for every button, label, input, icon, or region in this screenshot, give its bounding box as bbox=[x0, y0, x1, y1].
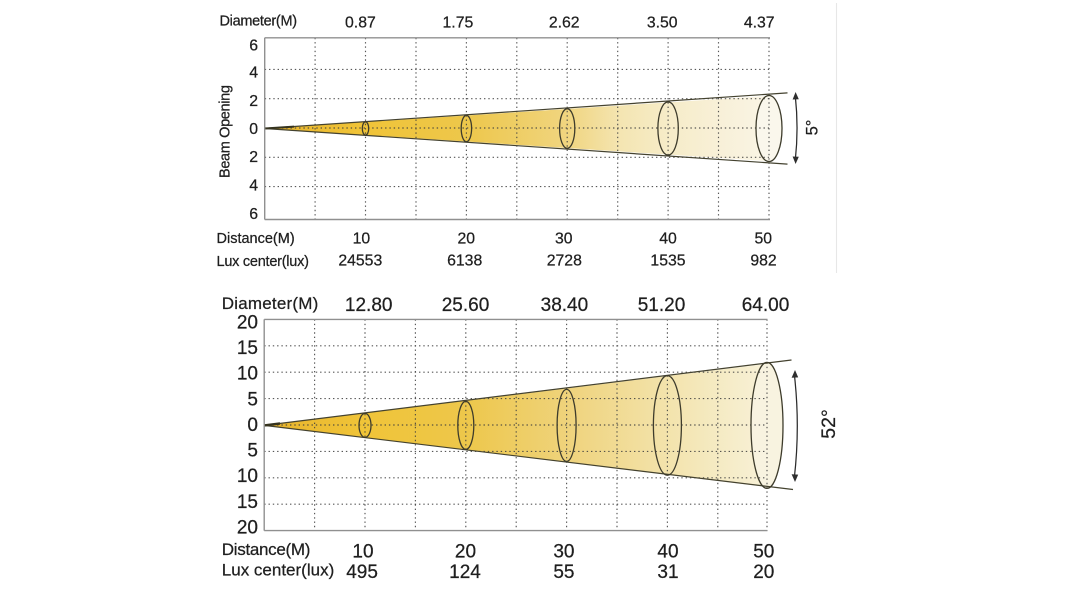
svg-text:55: 55 bbox=[553, 562, 574, 583]
svg-text:Lux center(lux): Lux center(lux) bbox=[217, 254, 309, 270]
svg-text:1.75: 1.75 bbox=[443, 15, 474, 32]
svg-text:31: 31 bbox=[657, 562, 678, 583]
svg-text:5°: 5° bbox=[804, 120, 822, 136]
svg-text:25.60: 25.60 bbox=[442, 295, 490, 316]
svg-text:20: 20 bbox=[753, 562, 774, 583]
svg-text:12.80: 12.80 bbox=[345, 295, 393, 316]
svg-text:30: 30 bbox=[553, 542, 574, 563]
svg-text:50: 50 bbox=[753, 542, 774, 563]
svg-text:6138: 6138 bbox=[447, 253, 482, 270]
svg-text:40: 40 bbox=[659, 231, 677, 248]
svg-text:20: 20 bbox=[237, 517, 258, 538]
svg-text:20: 20 bbox=[455, 542, 476, 563]
svg-text:Beam Opening: Beam Opening bbox=[218, 85, 234, 178]
svg-text:15: 15 bbox=[237, 492, 258, 513]
svg-text:24553: 24553 bbox=[338, 253, 382, 270]
svg-text:Distance(M): Distance(M) bbox=[222, 540, 310, 559]
svg-text:Distance(M): Distance(M) bbox=[217, 231, 295, 247]
svg-text:2728: 2728 bbox=[547, 253, 582, 270]
svg-text:4.37: 4.37 bbox=[744, 15, 775, 32]
svg-text:6: 6 bbox=[249, 38, 258, 55]
svg-text:0: 0 bbox=[247, 415, 258, 436]
svg-text:495: 495 bbox=[346, 562, 378, 583]
svg-text:2.62: 2.62 bbox=[549, 15, 580, 32]
svg-text:52°: 52° bbox=[818, 409, 840, 439]
svg-text:6: 6 bbox=[249, 206, 258, 223]
svg-text:1535: 1535 bbox=[650, 253, 685, 270]
svg-text:51.20: 51.20 bbox=[638, 295, 686, 316]
svg-text:124: 124 bbox=[449, 562, 481, 583]
svg-text:982: 982 bbox=[750, 253, 776, 270]
svg-text:3.50: 3.50 bbox=[647, 15, 678, 32]
svg-text:20: 20 bbox=[237, 312, 258, 333]
svg-text:Diameter(M): Diameter(M) bbox=[222, 294, 319, 313]
svg-text:5: 5 bbox=[247, 389, 258, 410]
svg-text:38.40: 38.40 bbox=[541, 295, 589, 316]
svg-text:40: 40 bbox=[657, 542, 678, 563]
svg-text:2: 2 bbox=[249, 149, 258, 166]
svg-text:5: 5 bbox=[247, 441, 258, 462]
svg-text:0: 0 bbox=[249, 121, 258, 138]
svg-text:Diameter(M): Diameter(M) bbox=[220, 14, 297, 30]
svg-text:Lux center(lux): Lux center(lux) bbox=[222, 561, 334, 580]
svg-text:10: 10 bbox=[237, 364, 258, 385]
svg-text:64.00: 64.00 bbox=[742, 295, 790, 316]
svg-text:50: 50 bbox=[755, 231, 773, 248]
svg-text:10: 10 bbox=[352, 542, 373, 563]
svg-text:10: 10 bbox=[353, 231, 371, 248]
svg-text:4: 4 bbox=[249, 65, 258, 82]
svg-text:0.87: 0.87 bbox=[345, 15, 376, 32]
svg-text:15: 15 bbox=[237, 338, 258, 359]
svg-text:2: 2 bbox=[249, 93, 258, 110]
svg-text:10: 10 bbox=[237, 466, 258, 487]
svg-text:20: 20 bbox=[458, 231, 476, 248]
svg-text:30: 30 bbox=[555, 231, 573, 248]
svg-text:4: 4 bbox=[249, 178, 258, 195]
